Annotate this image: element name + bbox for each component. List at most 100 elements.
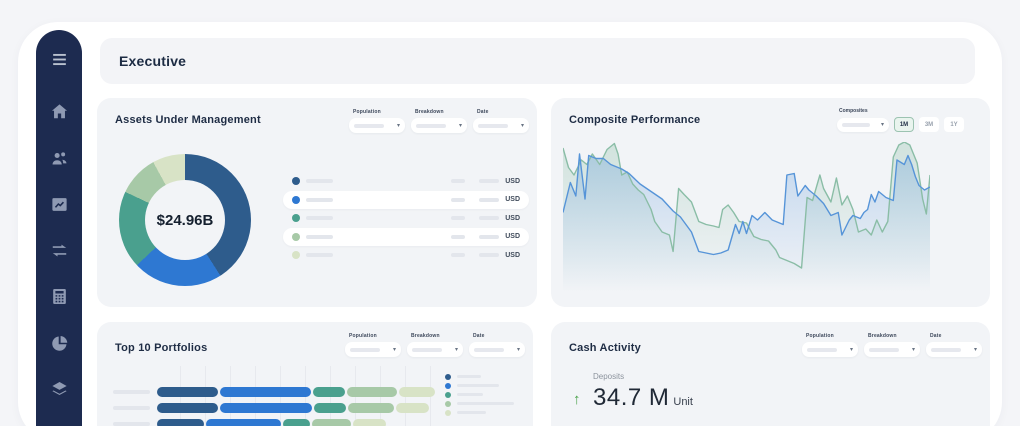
allocation-pie-icon [51,335,67,351]
cp-area-chart[interactable] [563,142,930,292]
row-label-placeholder [306,253,333,258]
sidebar-transfers-button[interactable] [48,241,70,260]
series-green-line [563,142,930,268]
deposits-unit: Unit [673,396,693,408]
assets-under-management-card: Assets Under Management Population ▾ Break… [97,98,537,307]
cp-card-title: Composite Performance [569,114,701,126]
row-value-placeholder [451,197,466,202]
aum-donut-chart[interactable]: $24.96B [119,154,251,286]
sidebar-calculator-button[interactable] [48,287,70,306]
deposits-value: 34.7 M [593,384,670,411]
aum-legend-row[interactable]: USD [283,246,529,265]
bar-segment [347,387,397,397]
row-label-placeholder [306,179,333,184]
sidebar-menu-button[interactable] [48,50,70,69]
legend-label-placeholder [457,383,499,388]
sidebar-clients-button[interactable] [48,149,70,168]
currency-label: USD [505,233,520,241]
bar-segment [219,387,312,397]
row-value-placeholder [451,216,466,221]
select-placeholder-bar [354,123,384,128]
population-select[interactable]: ▾ [802,342,858,357]
breakdown-select[interactable]: ▾ [407,342,463,357]
row-value-placeholder [451,179,466,184]
layers-icon [51,381,67,395]
row-label-placeholder [306,216,333,221]
filter-label: Date [477,109,489,115]
performance-icon [51,198,67,211]
aum-legend-row[interactable]: USD [283,209,529,228]
breakdown-select[interactable]: ▾ [864,342,920,357]
population-select[interactable]: ▾ [345,342,401,357]
legend-dot [445,391,451,398]
date-select[interactable]: ▾ [926,342,982,357]
filter-breakdown: Breakdown ▾ [407,333,463,357]
sidebar-allocation-button[interactable] [48,334,70,353]
users-icon [52,152,66,165]
table-row [113,387,150,397]
row-label-placeholder [113,390,150,394]
cash-filters: Population ▾ Breakdown ▾ Date ▾ [802,333,982,357]
stacked-bar-row[interactable] [157,387,435,397]
date-select[interactable]: ▾ [469,342,525,357]
row-value-placeholder [479,197,500,202]
composites-select[interactable]: ▾ [837,117,889,132]
bar-segment [206,419,282,426]
arrow-up-icon: ↑ [573,391,581,408]
legend-item [445,372,514,381]
currency-label: USD [505,214,520,222]
filter-label: Population [806,333,834,339]
bar-segment [311,419,351,426]
page-header: Executive [100,38,975,84]
stacked-bar-row[interactable] [157,403,435,413]
select-placeholder-bar [869,347,899,352]
cp-controls: Composites ▾ 1M 3M 1Y [837,108,964,132]
population-select[interactable]: ▾ [349,118,405,133]
row-value-placeholder [451,253,466,258]
legend-dot [445,400,451,407]
menu-icon [52,54,66,66]
range-button-3m[interactable]: 3M [919,117,939,132]
select-placeholder-bar [931,347,961,352]
legend-dot [445,382,451,389]
currency-label: USD [505,251,520,259]
filter-label: Date [930,333,942,339]
page-title: Executive [119,53,187,69]
bar-segment [313,403,346,413]
aum-legend-row[interactable]: USD [283,172,529,191]
series-blue-line [563,154,930,255]
composites-filter-label: Composites [839,108,868,114]
legend-item [445,390,514,399]
sidebar-home-button[interactable] [48,102,70,121]
aum-legend-row[interactable]: USD [283,227,529,246]
date-select[interactable]: ▾ [473,118,529,133]
row-label-placeholder [113,406,150,410]
bar-segment [313,387,346,397]
select-placeholder-bar [807,347,837,352]
legend-item [445,399,514,408]
range-button-1m[interactable]: 1M [894,117,914,132]
chevron-down-icon: ▾ [516,346,520,353]
chevron-down-icon: ▾ [911,346,915,353]
deposits-label: Deposits [593,372,625,381]
breakdown-select[interactable]: ▾ [411,118,467,133]
chevron-down-icon: ▾ [392,346,396,353]
range-button-1y[interactable]: 1Y [944,117,964,132]
series-blue-area [563,154,930,292]
row-label-placeholder [306,197,333,202]
filter-population: Population ▾ [349,109,405,133]
cash-card-title: Cash Activity [569,342,641,354]
legend-label-placeholder [457,410,486,415]
top10-portfolios-card: Top 10 Portfolios Population ▾ Breakdown ▾ D… [97,322,533,426]
sidebar-holdings-button[interactable] [48,380,70,399]
aum-legend-list: USD USD USD USD USD [283,172,529,265]
row-value-placeholder [479,216,500,221]
stacked-bar-row[interactable] [157,419,435,426]
filter-label: Breakdown [868,333,897,339]
aum-legend-row[interactable]: USD [283,190,529,209]
sidebar-performance-button[interactable] [48,195,70,214]
row-label-placeholder [306,234,333,239]
deposits-metric: ↑ Deposits 34.7 M Unit [573,372,693,412]
legend-dot [292,232,300,241]
aum-donut-hole: $24.96B [145,180,225,260]
